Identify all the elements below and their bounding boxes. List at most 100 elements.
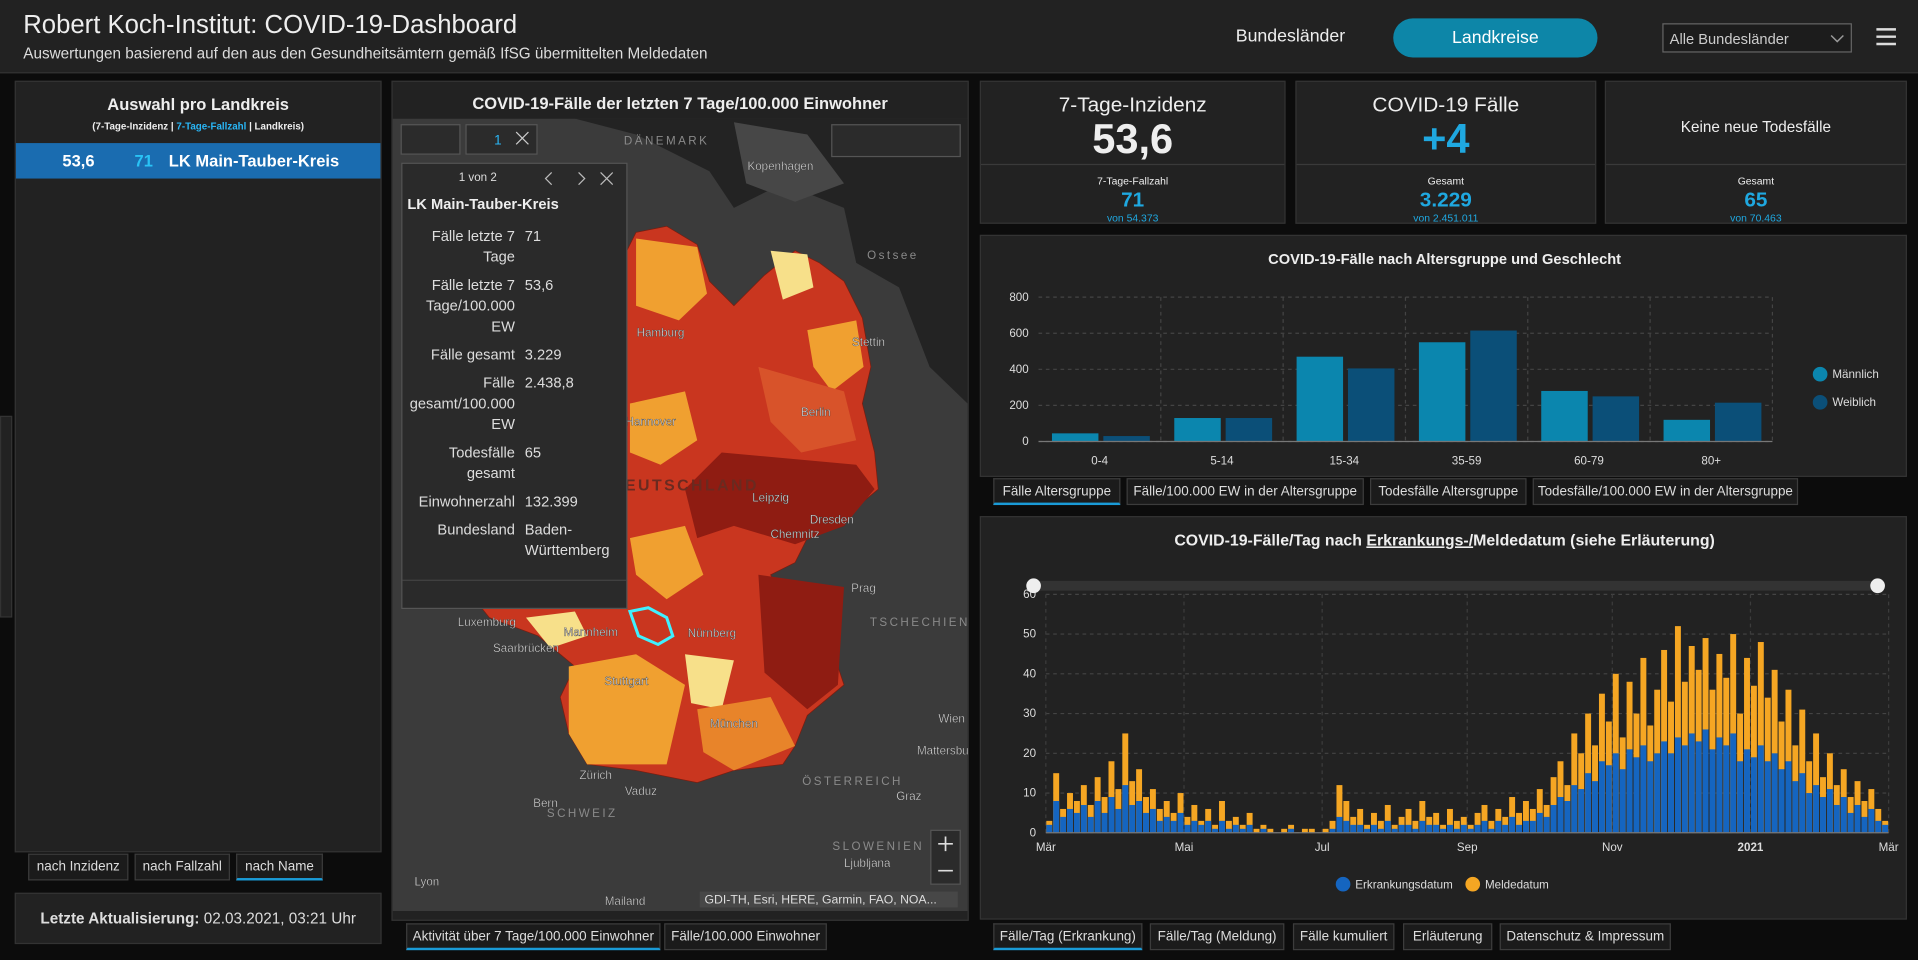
bar — [1730, 733, 1737, 833]
tab[interactable]: Fälle/Tag (Erkrankung) — [993, 923, 1143, 951]
sort-button[interactable]: nach Inzidenz — [28, 853, 129, 881]
x-tick-label: 2021 — [1738, 841, 1764, 854]
tool-button[interactable] — [465, 124, 538, 155]
bar — [1156, 808, 1163, 833]
dropdown[interactable]: Alle Bundesländer — [1662, 23, 1852, 53]
bar — [1412, 820, 1419, 833]
tab[interactable]: Datenschutz & Impressum — [1499, 923, 1671, 951]
bar — [1453, 820, 1460, 833]
popup-footer — [402, 579, 627, 609]
bar — [1668, 753, 1674, 833]
legend-label: Meldedatum — [1485, 878, 1549, 891]
x-tick-label: Mai — [1175, 841, 1194, 854]
side-toggle[interactable] — [0, 415, 13, 618]
field-value: 2.438,8 — [524, 374, 574, 392]
bar — [1674, 626, 1681, 833]
bar — [1764, 761, 1771, 833]
bar — [1550, 777, 1557, 833]
bar — [1239, 828, 1246, 833]
bar — [1654, 753, 1661, 833]
region — [697, 697, 796, 771]
bar — [1046, 824, 1053, 833]
bar — [1799, 773, 1806, 833]
map-label: Kopenhagen — [747, 160, 813, 173]
tab[interactable]: Todesfälle Altersgruppe — [1369, 478, 1527, 506]
bar — [1191, 804, 1198, 833]
bar — [1557, 761, 1564, 833]
bar — [1260, 828, 1267, 833]
y-tick-label: 600 — [1009, 327, 1028, 340]
map-label: DÄNEMARK — [624, 134, 709, 147]
region — [770, 250, 814, 300]
sort-button[interactable]: nach Fallzahl — [134, 853, 230, 881]
bar — [1347, 368, 1395, 442]
row-cases: 71 — [134, 151, 153, 170]
field-value: 71 — [524, 227, 542, 245]
list-title: Auswahl pro Landkreis — [107, 95, 290, 114]
bar — [1488, 820, 1495, 833]
tool-button[interactable] — [400, 124, 461, 155]
map-label: Stuttgart — [604, 675, 649, 688]
bar — [1343, 820, 1350, 833]
tab[interactable]: Fälle/100.000 EW in der Altersgruppe — [1126, 478, 1364, 506]
field-label: Todesfälle gesamt — [448, 443, 515, 482]
sort-button-active[interactable]: nach Name — [236, 853, 323, 881]
list-row[interactable]: 53,6 71 LK Main-Tauber-Kreis — [15, 143, 381, 179]
nav-button-active[interactable]: Landkreise — [1393, 18, 1598, 58]
range-slider[interactable] — [1033, 580, 1878, 591]
bar — [1308, 828, 1315, 833]
bar — [1232, 816, 1239, 833]
bar — [1640, 745, 1647, 833]
title-part[interactable]: Erkrankungs-/ — [1366, 532, 1473, 549]
bar — [1336, 785, 1343, 833]
y-tick-label: 50 — [1023, 628, 1036, 641]
popup-field: Todesfälle gesamt 65 — [402, 443, 626, 485]
map-label: Hamburg — [637, 326, 685, 339]
bar — [1661, 649, 1668, 833]
map-tab[interactable]: Fälle/100.000 Einwohner — [664, 923, 827, 951]
bar — [1329, 828, 1336, 833]
field-value: 3.229 — [524, 346, 562, 364]
bar — [1481, 804, 1488, 833]
tab[interactable]: Erläuterung — [1403, 923, 1493, 951]
nav-button[interactable]: Bundesländer — [1235, 26, 1346, 47]
row-name: LK Main-Tauber-Kreis — [168, 151, 340, 170]
tab[interactable]: Fälle kumuliert — [1292, 923, 1395, 951]
map-label: Mannheim — [564, 626, 618, 639]
legend-part: | Landkreis) — [246, 121, 305, 133]
map-label: Ljubljana — [844, 857, 891, 870]
bar — [1053, 800, 1060, 833]
region — [525, 611, 588, 649]
bar — [1543, 816, 1550, 833]
search-toolbar[interactable] — [831, 124, 961, 158]
bar — [1350, 824, 1357, 833]
tab[interactable]: Todesfälle/100.000 EW in der Altersgrupp… — [1532, 478, 1799, 506]
bar — [1212, 828, 1219, 833]
field-value: 132.399 — [524, 492, 578, 510]
bar — [1051, 433, 1099, 442]
menu-icon[interactable] — [1875, 27, 1897, 47]
bar — [1509, 797, 1516, 833]
selected-district[interactable] — [627, 606, 675, 647]
slider-handle[interactable] — [1870, 578, 1885, 594]
bar — [1260, 824, 1267, 833]
bar — [1474, 812, 1481, 833]
slider-handle[interactable] — [1026, 578, 1041, 594]
bar — [1391, 824, 1398, 833]
legend-part: (7-Tage-Inzidenz | — [92, 121, 177, 133]
y-tick-label: 200 — [1009, 399, 1028, 412]
map-title: COVID-19-Fälle der letzten 7 Tage/100.00… — [472, 94, 888, 113]
tab[interactable]: Fälle Altersgruppe — [993, 478, 1121, 506]
bar — [1253, 828, 1260, 833]
popup-controls[interactable] — [539, 170, 613, 187]
bar — [1101, 812, 1108, 833]
bar — [1184, 824, 1191, 833]
bar — [1419, 820, 1426, 833]
bar — [1585, 773, 1592, 833]
bar — [1460, 824, 1467, 833]
bar — [1771, 753, 1778, 833]
map-label: SCHWEIZ — [547, 807, 618, 820]
map-tab-active[interactable]: Aktivität über 7 Tage/100.000 Einwohner — [406, 923, 661, 951]
tab[interactable]: Fälle/Tag (Meldung) — [1149, 923, 1285, 951]
map-label: SLOWENIEN — [832, 840, 924, 853]
